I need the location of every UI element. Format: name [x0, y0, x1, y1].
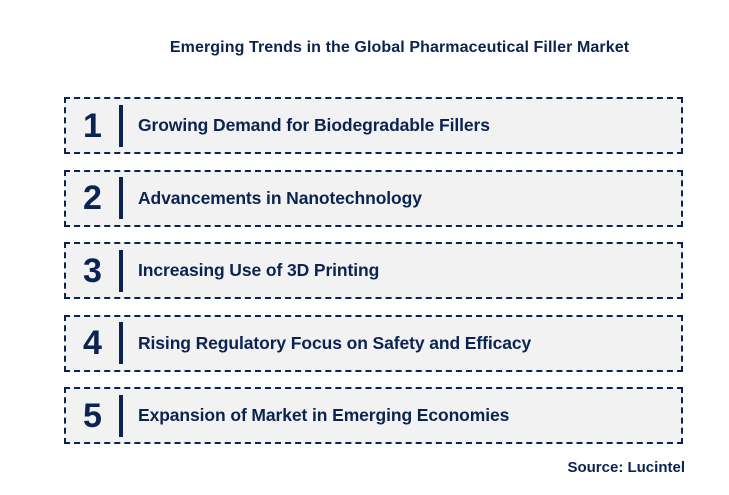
trend-label: Expansion of Market in Emerging Economie…: [138, 405, 510, 425]
trend-number: 2: [83, 179, 102, 217]
trend-label: Growing Demand for Biodegradable Fillers: [138, 115, 490, 135]
trend-item-1: 1 Growing Demand for Biodegradable Fille…: [64, 97, 683, 154]
vertical-divider: [119, 104, 123, 147]
trend-item-2: 2 Advancements in Nanotechnology: [64, 169, 683, 227]
vertical-divider: [119, 322, 123, 364]
trend-item-5: 5 Expansion of Market in Emerging Econom…: [64, 387, 683, 444]
source-credit: Source: Lucintel: [567, 459, 685, 476]
trend-number: 4: [83, 324, 102, 362]
trend-label: Rising Regulatory Focus on Safety and Ef…: [138, 332, 532, 353]
vertical-divider: [119, 249, 123, 292]
trend-label: Increasing Use of 3D Printing: [138, 260, 380, 280]
trend-item-3: 3 Increasing Use of 3D Printing: [64, 242, 683, 299]
trend-label: Advancements in Nanotechnology: [138, 187, 422, 208]
trend-number: 1: [83, 106, 102, 145]
trend-number: 3: [83, 251, 102, 290]
vertical-divider: [119, 177, 123, 219]
trend-number: 5: [83, 396, 102, 435]
vertical-divider: [119, 394, 123, 437]
trend-item-4: 4 Rising Regulatory Focus on Safety and …: [64, 314, 683, 372]
trend-list: 1 Growing Demand for Biodegradable Fille…: [64, 97, 683, 444]
page-title: Emerging Trends in the Global Pharmaceut…: [169, 39, 630, 56]
